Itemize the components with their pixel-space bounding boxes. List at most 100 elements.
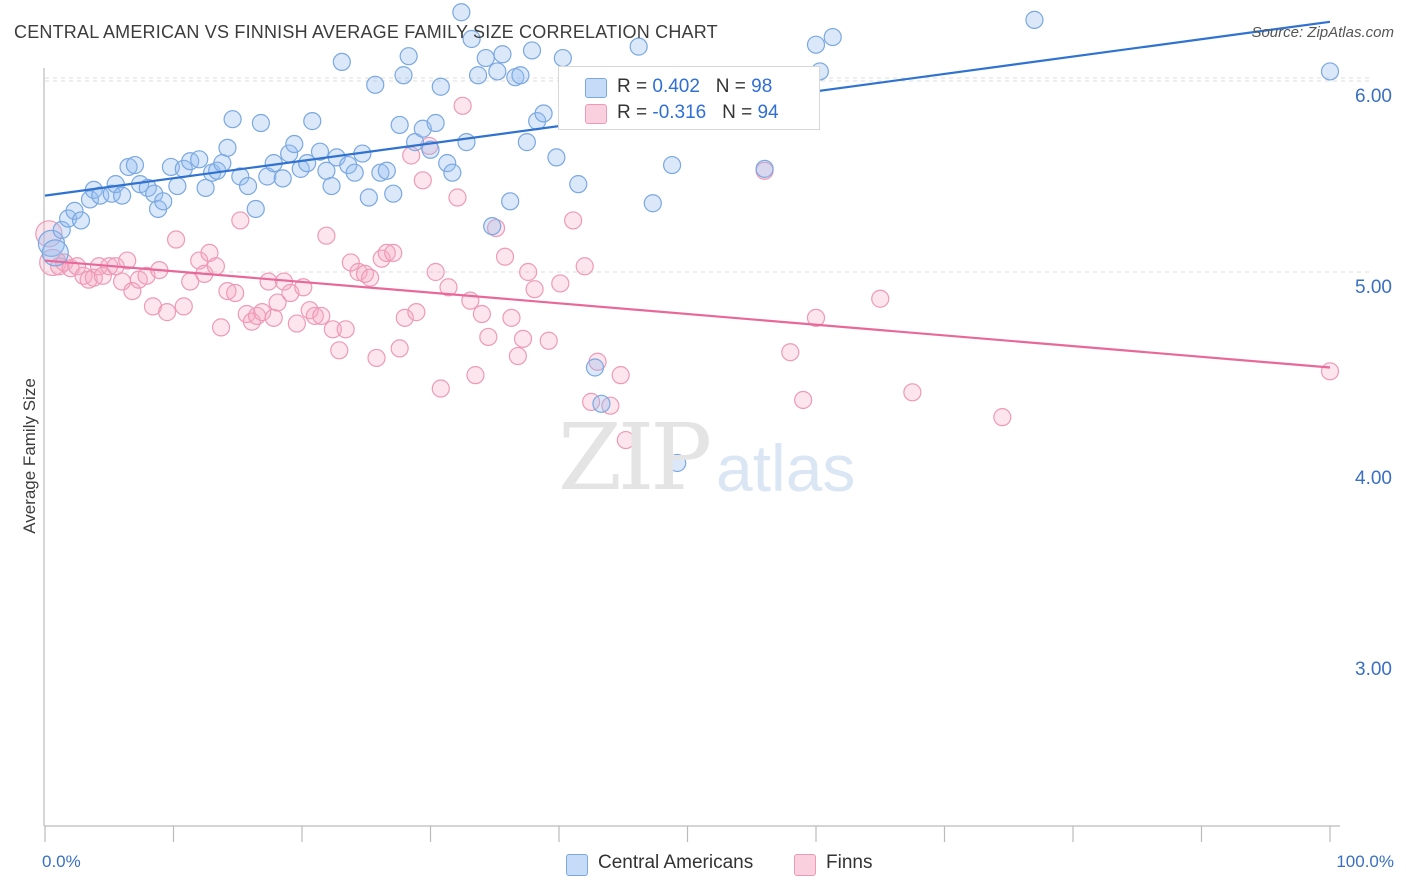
finns-legend-icon bbox=[794, 854, 816, 876]
central-americans-point bbox=[223, 110, 242, 129]
finns-point bbox=[513, 329, 533, 348]
finns-point bbox=[426, 262, 445, 282]
finns-point bbox=[305, 306, 324, 326]
central-americans-point bbox=[112, 186, 132, 205]
finns-point bbox=[611, 366, 630, 385]
finns-point bbox=[395, 308, 414, 327]
legend-label-central: Central Americans bbox=[598, 852, 754, 873]
y-tick-label: 4.00 bbox=[1355, 468, 1392, 489]
central-americans-point bbox=[154, 192, 173, 211]
central-americans-point bbox=[553, 48, 572, 68]
finns-point bbox=[93, 266, 112, 285]
central-americans-point bbox=[493, 45, 512, 64]
central-americans-point bbox=[1320, 62, 1340, 81]
finns-point bbox=[551, 274, 570, 293]
central-americans-legend-icon bbox=[566, 854, 588, 876]
finns-point bbox=[781, 343, 800, 362]
finns-point bbox=[259, 272, 278, 291]
central-americans-point bbox=[366, 75, 385, 94]
central-americans-point bbox=[668, 453, 687, 473]
central-americans-point bbox=[238, 176, 258, 196]
central-americans-point bbox=[251, 113, 270, 133]
central-americans-point bbox=[80, 190, 100, 209]
finns-point bbox=[312, 306, 331, 326]
finns-point bbox=[794, 390, 813, 410]
central-americans-point bbox=[399, 47, 418, 66]
finns-point bbox=[166, 230, 186, 249]
central-americans-point bbox=[426, 113, 445, 133]
central-americans-point bbox=[443, 163, 462, 182]
central-americans-point bbox=[806, 35, 826, 54]
gridlines bbox=[45, 77, 1370, 273]
finns-point bbox=[118, 251, 137, 270]
central-americans-point bbox=[438, 154, 457, 173]
finns-point bbox=[287, 314, 306, 333]
central-americans-point bbox=[71, 211, 91, 230]
y-tick-label: 3.00 bbox=[1355, 659, 1392, 680]
central-americans-point bbox=[592, 394, 611, 413]
finns-point bbox=[330, 341, 349, 360]
finns-point bbox=[806, 308, 826, 327]
finns-point bbox=[211, 318, 231, 337]
finns-point bbox=[349, 262, 368, 282]
y-tick-label: 6.00 bbox=[1355, 86, 1392, 107]
central-americans-point bbox=[662, 155, 682, 175]
finns-point bbox=[377, 243, 396, 262]
finns-point bbox=[407, 303, 426, 322]
finns-point bbox=[367, 348, 386, 368]
finns-point bbox=[174, 297, 193, 316]
finns-point bbox=[601, 396, 620, 415]
finns-point bbox=[384, 243, 403, 262]
n-value-central: 98 bbox=[751, 76, 773, 97]
legend-label-finns: Finns bbox=[826, 852, 873, 873]
central-americans-point bbox=[421, 140, 440, 159]
central-americans-point bbox=[462, 29, 481, 49]
r-label: R = bbox=[617, 102, 653, 123]
central-americans-point bbox=[285, 134, 304, 154]
finns-point bbox=[525, 280, 544, 299]
finns-point bbox=[466, 366, 485, 385]
r-value-finns: -0.316 bbox=[652, 102, 707, 123]
central-americans-point bbox=[231, 167, 250, 186]
finns-point bbox=[495, 247, 515, 266]
finns-point bbox=[439, 278, 458, 297]
finns-point bbox=[508, 346, 527, 366]
central-americans-point bbox=[431, 77, 450, 96]
finns-point bbox=[264, 308, 283, 327]
central-americans-point bbox=[190, 150, 209, 169]
finns-point bbox=[502, 308, 521, 327]
central-americans-point bbox=[643, 194, 662, 213]
finns-point bbox=[453, 96, 472, 115]
central-americans-point bbox=[394, 66, 413, 85]
finns-point bbox=[472, 304, 491, 324]
central-americans-point bbox=[488, 62, 507, 81]
central-americans-point bbox=[218, 138, 237, 157]
central-americans-point bbox=[585, 358, 605, 377]
finns-point bbox=[84, 268, 103, 287]
chart-title: CENTRAL AMERICAN VS FINNISH AVERAGE FAMI… bbox=[14, 22, 718, 42]
watermark-atlas: atlas bbox=[716, 431, 856, 505]
central-americans-point bbox=[501, 192, 520, 211]
finns-point bbox=[871, 289, 890, 308]
n-label: N = bbox=[715, 76, 752, 97]
finns-points bbox=[35, 75, 1340, 450]
finns-point bbox=[564, 211, 583, 230]
finns-point bbox=[190, 251, 209, 270]
central-americans-point bbox=[468, 66, 488, 85]
finns-point bbox=[479, 327, 498, 347]
finns-point bbox=[1320, 362, 1340, 381]
central-americans-point bbox=[390, 115, 409, 135]
finns-point bbox=[390, 339, 409, 358]
central-americans-point bbox=[359, 188, 378, 207]
central-americans-point bbox=[629, 37, 648, 56]
central-americans-point bbox=[755, 159, 774, 178]
correlation-stats-box: R = 0.402 N = 98 R = -0.316 N = 94 bbox=[558, 66, 820, 130]
finns-point bbox=[231, 211, 250, 230]
finns-point bbox=[253, 303, 272, 322]
central-americans-point bbox=[452, 3, 471, 22]
central-americans-point bbox=[1025, 10, 1044, 29]
finns-swatch-icon bbox=[585, 104, 607, 124]
finns-point bbox=[448, 188, 467, 207]
central-americans-point bbox=[273, 169, 292, 188]
finns-trend-line bbox=[44, 259, 1331, 369]
